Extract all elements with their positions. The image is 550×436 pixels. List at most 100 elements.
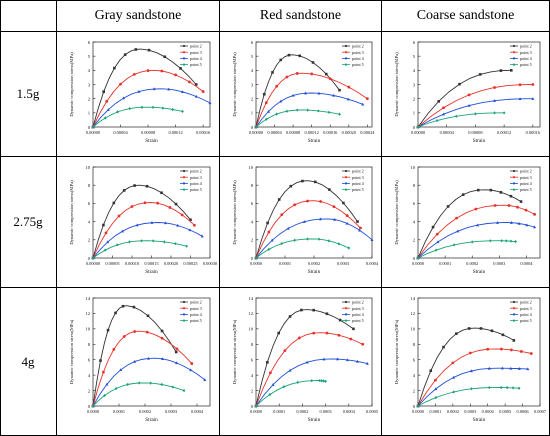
chart-4g-gray-sandstone-series-point-3-point bbox=[133, 330, 137, 333]
chart-1-5g-red-sandstone-series-point-2-line bbox=[255, 54, 340, 128]
chart-1-5g-coarse-sandstone-legend-marker-point-4 bbox=[512, 57, 516, 60]
table-top-border bbox=[0, 0, 550, 1]
chart-1-5g-gray-sandstone-series-point-4-point bbox=[106, 108, 110, 111]
chart-2-75g-gray-sandstone-series-point-3-point bbox=[104, 231, 108, 235]
chart-4g-gray-sandstone-y-axis-label: Dynamic compression stress(MPa) bbox=[69, 319, 74, 384]
chart-1-5g-coarse-sandstone-ytick-label: 0 bbox=[413, 125, 416, 130]
chart-4g-coarse-sandstone-series-point-4-point bbox=[434, 387, 438, 391]
chart-2-75g-gray-sandstone-series-point-5-point bbox=[162, 240, 166, 244]
chart-1-5g-gray-sandstone-series-point-5-point bbox=[140, 105, 144, 109]
chart-1-5g-gray-sandstone-x-axis-label: Strain bbox=[145, 138, 158, 144]
chart-4g-gray-sandstone-xtick-label: 0.0000 bbox=[87, 409, 100, 414]
chart-2-75g-gray-sandstone-xtick-label: 0.00000 bbox=[86, 261, 101, 266]
chart-1-5g-gray-sandstone-series-point-2-line bbox=[92, 48, 197, 128]
chart-2-75g-red-sandstone-series-point-4-point bbox=[370, 238, 374, 241]
chart-4g-coarse-sandstone-legend-marker-point-5 bbox=[512, 319, 516, 322]
chart-4g-red-sandstone-series-point-4-point bbox=[345, 358, 349, 362]
chart-2-75g-red-sandstone-x-axis-label: Strain bbox=[308, 269, 321, 275]
chart-1-5g-gray-sandstone-series-point-4-line bbox=[92, 88, 211, 128]
chart-2-75g-gray-sandstone-legend-marker-point-4 bbox=[182, 182, 186, 185]
chart-4g-coarse-sandstone-series-point-3-point bbox=[451, 361, 455, 365]
chart-1-5g-red-sandstone-series-point-2-point bbox=[262, 92, 266, 96]
chart-4g-red-sandstone-ytick-label: 10 bbox=[248, 327, 253, 332]
chart-4g-gray-sandstone-series-point-4-point bbox=[160, 357, 164, 361]
chart-1-5g-gray-sandstone-series-point-4-point bbox=[194, 94, 198, 98]
chart-2-75g-coarse-sandstone-series-point-2-point bbox=[499, 191, 503, 194]
chart-2-75g-coarse-sandstone-series-point-5-point bbox=[500, 239, 504, 243]
chart-2-75g-red-sandstone-series-point-2-point bbox=[277, 198, 281, 201]
chart-2-75g-gray-sandstone-series-point-3-point bbox=[130, 205, 134, 208]
chart-2-75g-gray-sandstone-series-point-2-point bbox=[189, 218, 192, 222]
chart-2-75g-coarse-sandstone-series-point-2-point bbox=[461, 193, 465, 196]
chart-2-75g-gray-sandstone-series-point-5-line bbox=[92, 240, 187, 259]
chart-4g-red-sandstone-ytick-label: 0 bbox=[251, 404, 254, 409]
chart-4g-gray-sandstone-series-point-3-line bbox=[92, 330, 193, 407]
chart-4g-red-sandstone-series-point-5-point bbox=[310, 379, 314, 383]
chart-cell-1-5g-red bbox=[220, 32, 382, 157]
row-label-2-75g: 2.75g bbox=[0, 157, 57, 288]
chart-2-75g-gray-sandstone-series-point-3-point bbox=[143, 201, 147, 205]
chart-4g-red-sandstone-legend-label-point-3: point 3 bbox=[352, 306, 364, 311]
chart-1-5g-red-sandstone-legend-marker-point-3 bbox=[344, 51, 348, 54]
chart-2-75g-coarse-sandstone-ytick-label: 8 bbox=[413, 183, 416, 188]
chart-4g-coarse-sandstone-legend-marker-point-2 bbox=[512, 300, 516, 304]
chart-4g-red-sandstone-legend-label-point-4: point 4 bbox=[352, 312, 365, 317]
chart-4g-red-sandstone-y-axis-label: Dynamic compression stress(MPa) bbox=[232, 319, 237, 384]
chart-2-75g-coarse-sandstone-series-point-2-point bbox=[446, 205, 450, 208]
chart-2-75g-coarse-sandstone-series-point-5-point bbox=[488, 239, 492, 243]
chart-1-5g-red-sandstone-series-point-2-point bbox=[324, 72, 328, 76]
table-left-border bbox=[0, 0, 1, 436]
chart-2-75g-gray-sandstone-series-point-2-point bbox=[133, 184, 136, 187]
chart-1-5g-coarse-sandstone-legend-marker-point-2 bbox=[512, 44, 516, 48]
chart-4g-gray-sandstone-series-point-2-point bbox=[174, 350, 178, 354]
chart-4g-red-sandstone-ytick-label: 6 bbox=[251, 358, 254, 363]
chart-1-5g-red-sandstone-ytick-label: 5 bbox=[251, 54, 254, 59]
chart-2-75g-gray-sandstone-series-point-5-point bbox=[128, 240, 131, 244]
chart-4g-coarse-sandstone-series-point-2-point bbox=[467, 327, 471, 330]
chart-1-5g-red-sandstone-legend-label-point-4: point 4 bbox=[352, 56, 365, 61]
chart-2-75g-gray-sandstone-series-point-3-line bbox=[92, 202, 195, 259]
chart-1-5g-red-sandstone-legend-marker-point-4 bbox=[344, 57, 348, 60]
chart-2-75g-coarse-sandstone-series-point-3-point bbox=[493, 204, 497, 207]
chart-1-5g-red-sandstone-series-point-5-point bbox=[306, 108, 310, 112]
chart-1-5g-red-sandstone-series-point-5-point bbox=[285, 109, 289, 113]
chart-2-75g-red-sandstone-series-point-3-point bbox=[267, 230, 271, 234]
chart-4g-gray-sandstone-legend-label-point-5: point 5 bbox=[190, 318, 202, 323]
chart-1-5g-red-sandstone-xtick-label: 0.00020 bbox=[342, 130, 357, 135]
chart-2-75g-coarse-sandstone-series-point-4-point bbox=[436, 240, 440, 244]
chart-1-5g-red-sandstone-series-point-2-point bbox=[338, 88, 341, 92]
chart-2-75g-coarse-sandstone-series-point-5-point bbox=[416, 256, 420, 260]
chart-1-5g-coarse-sandstone-ytick-label: 2 bbox=[413, 96, 416, 101]
chart-1-5g-gray-sandstone-series-point-4-point bbox=[152, 87, 156, 91]
chart-4g-coarse-sandstone-series-point-3-point bbox=[434, 378, 437, 382]
chart-2-75g-gray-sandstone-series-point-4-point bbox=[106, 240, 110, 244]
chart-4g-gray-sandstone-legend-marker-point-4 bbox=[182, 313, 186, 316]
chart-1-5g-red-sandstone-series-point-5-point bbox=[264, 117, 268, 121]
chart-4g-gray-sandstone-series-point-5-point bbox=[91, 404, 95, 408]
chart-4g-gray-sandstone-legend-label-point-3: point 3 bbox=[190, 306, 202, 311]
chart-2-75g-red-sandstone-xtick-label: 0.0001 bbox=[279, 261, 291, 266]
chart-2-75g-coarse-sandstone-legend-marker-point-2 bbox=[512, 169, 516, 173]
chart-2-75g-red-sandstone-series-point-3-point bbox=[306, 199, 309, 203]
chart-1-5g-gray-sandstone-series-point-3-point bbox=[160, 69, 164, 73]
chart-4g-red-sandstone-series-point-2-point bbox=[325, 312, 329, 316]
chart-1-5g-coarse-sandstone-series-point-4-point bbox=[531, 97, 535, 100]
chart-4g-gray-sandstone-series-point-3-point bbox=[102, 370, 105, 374]
chart-4g-gray-sandstone-series-point-2-point bbox=[160, 329, 164, 333]
chart-2-75g-coarse-sandstone-xtick-label: 0.0001 bbox=[439, 261, 451, 266]
chart-1-5g-red-sandstone-xtick-label: 0.00016 bbox=[323, 130, 338, 135]
chart-2-75g-gray-sandstone-series-point-5-point bbox=[151, 239, 155, 243]
chart-1-5g-red-sandstone-series-point-2-point bbox=[287, 53, 291, 57]
chart-1-5g-coarse-sandstone-xtick-label: 0.00004 bbox=[440, 130, 455, 135]
chart-1-5g-coarse-sandstone-ytick-label: 6 bbox=[413, 40, 416, 45]
chart-1-5g-gray-sandstone-series-point-4-point bbox=[208, 101, 212, 105]
chart-4g-coarse-sandstone-series-point-4-point bbox=[469, 369, 473, 373]
chart-2-75g-gray-sandstone-series-point-2-point bbox=[174, 202, 178, 206]
chart-1-5g-coarse-sandstone-series-point-5-point bbox=[416, 125, 420, 129]
chart-4g-gray-sandstone-legend-label-point-4: point 4 bbox=[190, 312, 203, 317]
chart-1-5g-gray-sandstone-series-point-4-point bbox=[167, 87, 171, 91]
chart-2-75g-red-sandstone-legend-marker-point-2 bbox=[344, 169, 348, 173]
chart-1-5g-gray-sandstone-ytick-label: 2 bbox=[88, 96, 91, 101]
chart-4g-gray-sandstone-series-point-3-point bbox=[112, 348, 116, 351]
